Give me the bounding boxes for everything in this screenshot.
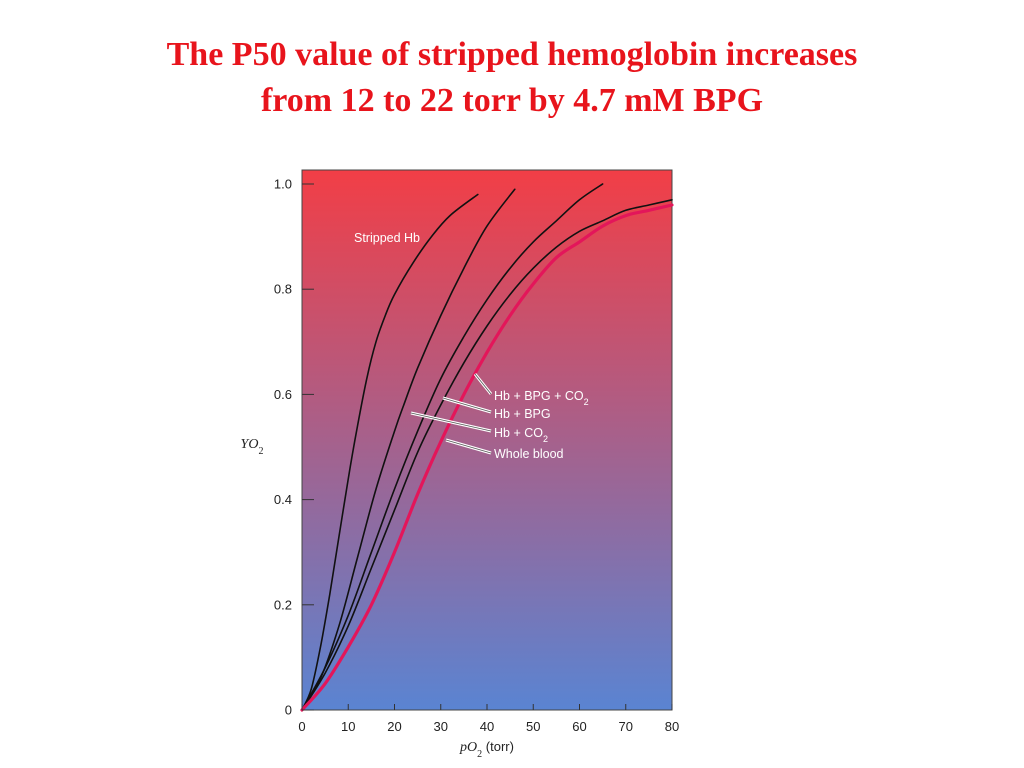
series-line-hb-bpg-co2 — [301, 183, 604, 711]
series-label: Whole blood — [494, 447, 564, 461]
x-tick-label: 10 — [341, 719, 355, 734]
y-tick-label: 0 — [285, 703, 292, 718]
series-line-hb-co2 — [301, 199, 673, 711]
y-tick-label: 0.4 — [274, 492, 292, 507]
slide-title-line-1: The P50 value of stripped hemoglobin inc… — [166, 36, 858, 73]
x-axis-label: pO2 (torr) — [459, 739, 514, 760]
x-tick-label: 60 — [572, 719, 586, 734]
y-tick-label: 1.0 — [274, 177, 292, 192]
x-tick-label: 0 — [298, 719, 305, 734]
leader-line-core — [410, 412, 492, 432]
series-line-whole-blood — [300, 203, 674, 712]
leader-line-core — [442, 397, 492, 413]
x-tick-label: 40 — [480, 719, 494, 734]
x-tick-label: 70 — [619, 719, 633, 734]
axis-ticks: 0 0.2 0.4 0.6 0.8 1.0 0 10 20 30 40 50 60 70 80 — [274, 177, 679, 735]
y-axis-label: YO2 — [241, 437, 264, 457]
series-label: Stripped Hb — [354, 231, 420, 245]
series-layer — [300, 183, 674, 712]
y-tick-label: 0.8 — [274, 282, 292, 297]
series-line-hb-bpg — [301, 188, 516, 711]
x-tick-label: 50 — [526, 719, 540, 734]
leader-lines — [410, 373, 493, 455]
x-tick-label: 30 — [434, 719, 448, 734]
x-tick-label: 20 — [387, 719, 401, 734]
leader-line-core — [445, 439, 492, 454]
series-label: Hb + BPG — [494, 407, 551, 421]
y-tick-label: 0.2 — [274, 597, 292, 612]
slide-title: The P50 value of stripped hemoglobin inc… — [0, 32, 1024, 124]
leader-line-core — [474, 373, 492, 395]
x-tick-label: 80 — [665, 719, 679, 734]
series-label: Hb + CO2 — [494, 426, 548, 444]
series-line-stripped-hb — [301, 193, 479, 711]
y-tick-label: 0.6 — [274, 387, 292, 402]
slide-title-line-2: from 12 to 22 torr by 4.7 mM BPG — [260, 82, 764, 119]
series-label: Hb + BPG + CO2 — [494, 389, 589, 407]
